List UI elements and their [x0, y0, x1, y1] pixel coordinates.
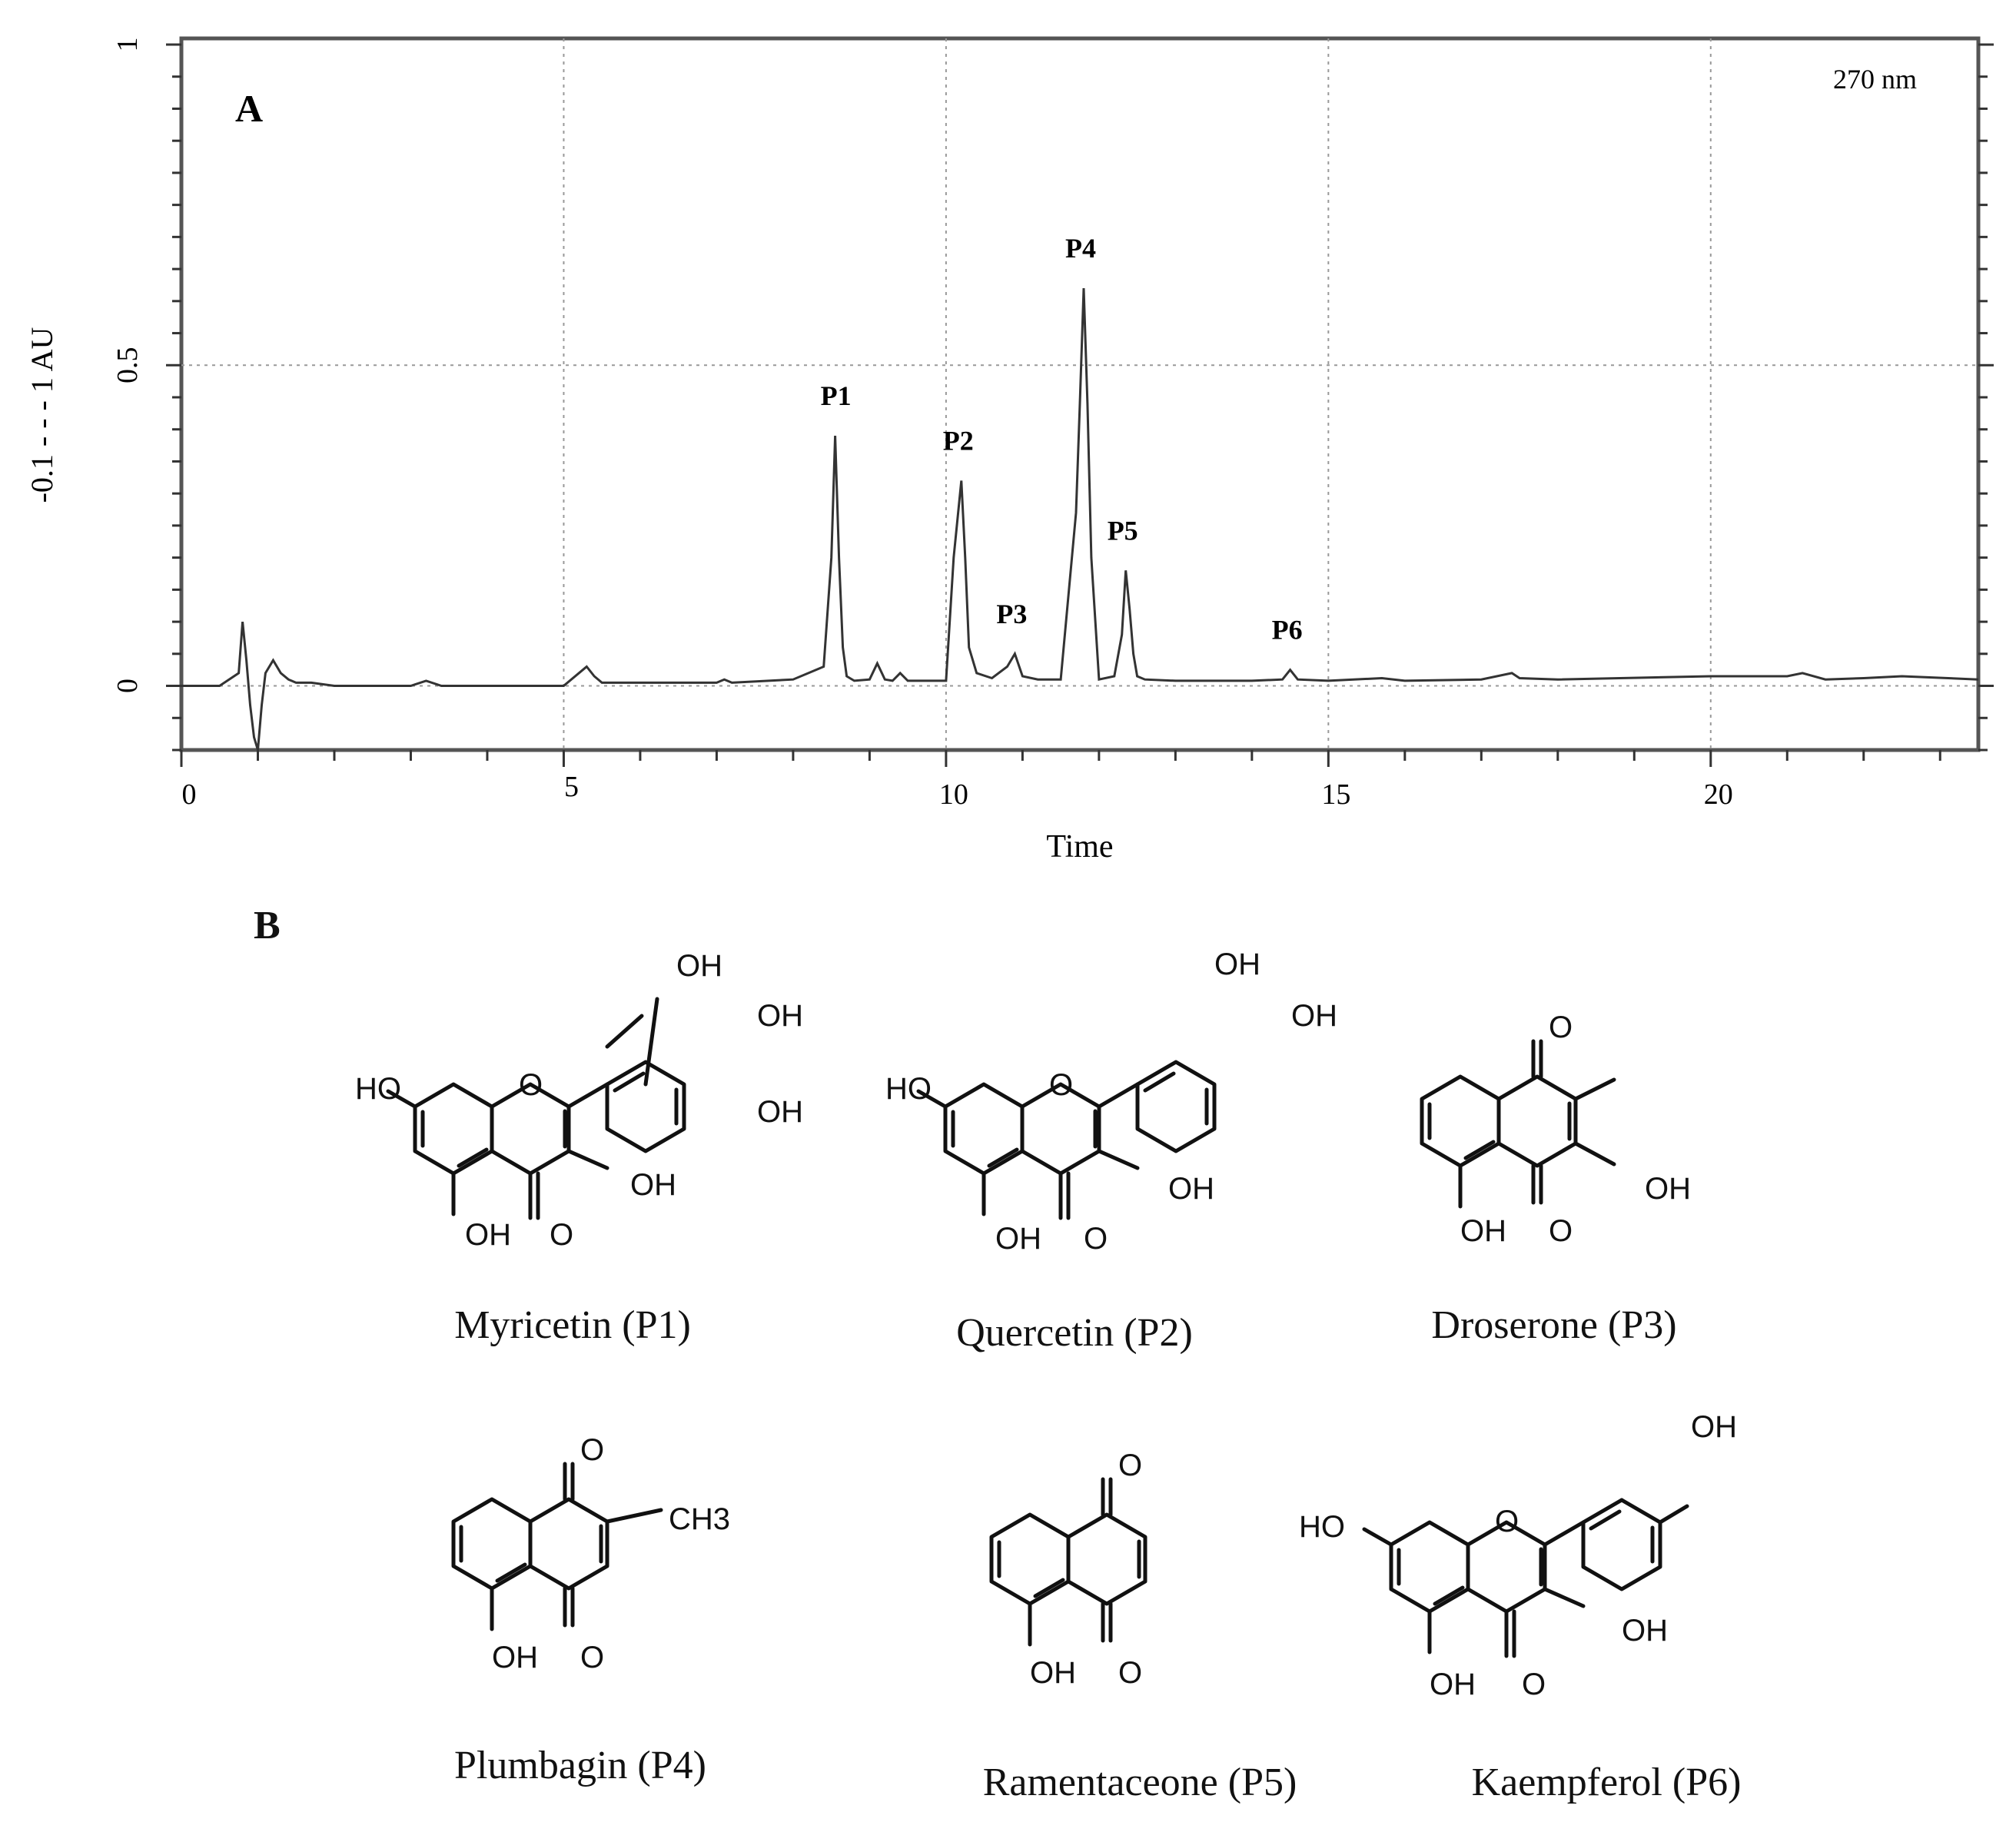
compound-name-plumbagin: Plumbagin (P4) — [454, 1744, 706, 1787]
atom-oh: OH — [1430, 1668, 1476, 1701]
x-axis-label: Time — [1046, 829, 1113, 865]
x-tick-label: 15 — [1321, 778, 1350, 811]
plumbagin-structure — [451, 1462, 663, 1631]
atom-ho: HO — [355, 1072, 401, 1106]
compound-name-droserone: Droserone (P3) — [1431, 1303, 1677, 1347]
atom-oh: OH — [995, 1222, 1041, 1256]
atom-oh: OH — [757, 1095, 803, 1129]
panel-label-b: B — [254, 904, 281, 948]
atom-oh: OH — [492, 1641, 538, 1674]
atom-ho: HO — [1299, 1510, 1345, 1544]
peak-label-p6: P6 — [1272, 615, 1303, 645]
plot-frame — [179, 36, 1981, 752]
droserone-structure — [1420, 1039, 1616, 1209]
myricetin-structure — [386, 1014, 686, 1220]
x-tick-label: 5 — [564, 771, 579, 803]
compound-name-ramentaceone: Ramentaceone (P5) — [982, 1761, 1297, 1804]
atom-o: O — [1049, 1068, 1073, 1102]
peak-label-p2: P2 — [943, 425, 974, 456]
atom-ho: HO — [885, 1072, 932, 1106]
atom-o: O — [1549, 1011, 1573, 1044]
atom-oh: OH — [1291, 999, 1337, 1033]
atom-o: O — [1118, 1656, 1142, 1690]
y-tick-label: 0.5 — [111, 347, 144, 384]
x-tick-label: 0 — [182, 778, 197, 811]
atom-oh: OH — [757, 999, 803, 1033]
compound-name-kaempferol: Kaempferol (P6) — [1471, 1761, 1742, 1804]
atom-o: O — [1084, 1222, 1108, 1256]
y-tick-label: 0 — [111, 679, 144, 693]
y-tick-label: 1 — [111, 38, 144, 52]
atom-oh: OH — [465, 1218, 511, 1252]
atom-o: O — [1549, 1214, 1573, 1248]
axis-ticks: 0 5 10 15 20 0 0.5 1 — [111, 38, 1994, 811]
atom-oh: OH — [1622, 1614, 1668, 1648]
atom-o: O — [550, 1218, 573, 1252]
peak-label-p3: P3 — [996, 599, 1027, 629]
x-tick-label: 10 — [939, 778, 968, 811]
grid — [181, 38, 1978, 750]
compound-name-quercetin: Quercetin (P2) — [956, 1311, 1193, 1355]
peak-label-p4: P4 — [1065, 233, 1096, 264]
atom-oh: OH — [1030, 1656, 1076, 1690]
atom-oh: OH — [630, 1168, 676, 1202]
chromatogram-trace — [181, 288, 1979, 751]
chromatogram-chart: 0 5 10 15 20 0 0.5 1 P1 P2 P3 P4 P5 P6 A 270 nm Time… — [25, 36, 1994, 865]
atom-oh: OH — [1645, 1172, 1691, 1206]
peak-labels: P1 P2 P3 P4 P5 P6 — [821, 233, 1303, 645]
atom-oh: OH — [676, 949, 722, 983]
bond — [643, 997, 659, 1087]
atom-oh: OH — [1214, 948, 1260, 981]
peak-label-p1: P1 — [821, 380, 852, 411]
compound-name-myricetin: Myricetin (P1) — [454, 1303, 691, 1347]
atom-ch3: CH3 — [669, 1502, 730, 1536]
quercetin-structure — [916, 1060, 1217, 1220]
ramentaceone-structure — [989, 1477, 1147, 1647]
atom-o: O — [519, 1068, 543, 1102]
panel-label-a: A — [235, 87, 263, 130]
atom-oh: OH — [1168, 1172, 1214, 1206]
wavelength-label: 270 nm — [1833, 64, 1917, 95]
atom-o: O — [1118, 1449, 1142, 1482]
peak-label-p5: P5 — [1108, 515, 1138, 546]
atom-oh: OH — [1691, 1410, 1737, 1444]
atom-o: O — [1522, 1668, 1546, 1701]
atom-o: O — [580, 1433, 604, 1467]
atom-labels: HO O OH OH OH OH OH O HO O OH OH OH OH O… — [355, 948, 1737, 1701]
x-tick-label: 20 — [1704, 778, 1733, 811]
y-axis-label: -0.1 - - - 1 AU — [25, 327, 59, 503]
atom-o: O — [1495, 1505, 1519, 1538]
atom-o: O — [580, 1641, 604, 1674]
atom-oh: OH — [1460, 1214, 1506, 1248]
